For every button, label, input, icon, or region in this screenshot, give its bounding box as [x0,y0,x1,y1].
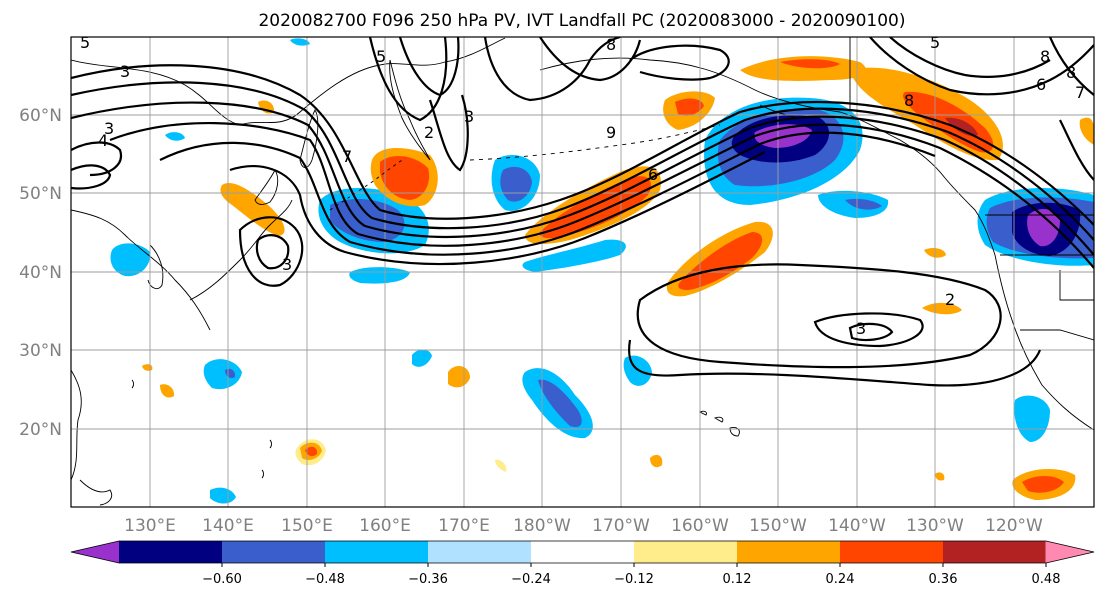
pv-pos-region [678,232,763,290]
pv-neg-region [210,487,236,504]
pv-pos-region [1079,117,1094,145]
contour-label: 8 [904,91,914,110]
colorbar-segment [71,541,120,563]
contour-label: 4 [98,131,108,150]
pv-pos-region [495,459,507,472]
colorbar-tick-label: −0.12 [614,572,654,587]
contour-label: 5 [80,33,90,52]
lat-label: 40°N [19,263,62,283]
lon-label: 170°E [438,516,490,536]
colorbar-segment [222,541,326,563]
contour-label: 3 [856,319,866,338]
pv-pos-region [922,302,962,315]
lon-label: 130°W [906,516,964,536]
colorbar-outline [70,540,1095,564]
lon-label: 160°W [671,516,729,536]
pv-pos-region [160,384,175,398]
pv-neg-region [522,239,626,272]
pv-pos-region [380,156,430,200]
ivt-contours [71,37,1094,387]
colorbar: −0.60 −0.48 −0.36 −0.24 −0.12 0.12 0.24 0.36 0.4… [70,540,1095,587]
colorbar-tick-label: 0.12 [723,572,752,587]
colorbar-tick-label: −0.36 [408,572,448,587]
contour-label: 7 [342,147,352,166]
colorbar-tick-label: −0.24 [511,572,551,587]
lat-label: 20°N [19,420,62,440]
pv-neg-region [203,359,242,390]
colorbar-segment [943,541,1047,563]
pv-neg-region [110,243,151,277]
contour-label: 9 [606,123,616,142]
contour-label: 5 [376,47,386,66]
contour-label: 3 [282,255,292,274]
contour-label: 8 [1066,63,1076,82]
contour-label: 8 [606,35,616,54]
map-area: 3 3 4 3 2 3 5 7 8 6 9 8 5 8 6 7 8 2 3 5 [71,33,1094,507]
colorbar-segment [737,541,841,563]
colorbar-segment [531,541,635,563]
colorbar-segment [840,541,944,563]
pv-pos-region [650,454,663,468]
pv-neg-region [290,38,310,46]
lon-label: 140°W [828,516,886,536]
pv-neg-region [225,368,236,379]
contour-label: 6 [648,165,658,184]
pv-neg-region [349,267,410,284]
colorbar-tick-label: 0.36 [929,572,958,587]
lon-label: 120°W [985,516,1043,536]
lon-label: 180°W [513,516,571,536]
lon-label: 150°E [281,516,333,536]
contour-label: 3 [104,119,114,138]
lon-label: 130°E [124,516,176,536]
pv-neg-region [1027,208,1060,247]
pv-pos-region [448,366,470,388]
pv-pos-region [903,91,994,153]
colorbar-tick-label: 0.24 [826,572,855,587]
contour-label: 8 [1040,47,1050,66]
pv-pos-region [780,59,840,69]
contour-label: 2 [424,123,434,142]
contour-label: 7 [1075,83,1085,102]
colorbar-segment [325,541,429,563]
map-title: 2020082700 F096 250 hPa PV, IVT Landfall… [258,11,905,31]
contour-label: 5 [930,33,940,52]
pv-pos-region [1022,476,1064,493]
contour-label: 2 [945,290,955,309]
pv-neg-region [412,349,432,367]
map-border [70,36,1095,508]
colorbar-segment [634,541,738,563]
lat-label: 60°N [19,106,62,126]
pv-pos-region [305,446,318,457]
pv-pos-region [935,472,945,481]
colorbar-segment [428,541,532,563]
pv-neg-region [1014,395,1050,442]
lon-label: 140°E [202,516,254,536]
longitude-labels: 130°E 140°E 150°E 160°E 170°E 180°W 170°… [124,516,1043,536]
colorbar-segment [1045,541,1094,563]
colorbar-tick-label: 0.48 [1032,572,1061,587]
latitude-labels: 60°N 50°N 40°N 30°N 20°N [19,106,62,440]
pv-neg-region [845,198,882,210]
lon-label: 160°E [359,516,411,536]
pv-neg-region [538,379,582,428]
colorbar-segment [119,541,223,563]
contour-labels: 3 3 4 3 2 3 5 7 8 6 9 8 5 8 6 7 8 2 3 5 [80,33,1085,338]
contour-label: 6 [1036,75,1046,94]
contour-label: 3 [120,62,130,81]
lon-label: 170°W [592,516,650,536]
colorbar-tick-label: −0.48 [305,572,345,587]
lat-label: 30°N [19,341,62,361]
pv-pos-region [945,117,978,136]
contour-label: 3 [464,107,474,126]
pv-neg-region [165,132,185,141]
lon-label: 150°W [749,516,807,536]
pv-pos-region [220,182,285,236]
lat-label: 50°N [19,184,62,204]
colorbar-tick-label: −0.60 [202,572,242,587]
pv-pos-region [675,98,704,116]
